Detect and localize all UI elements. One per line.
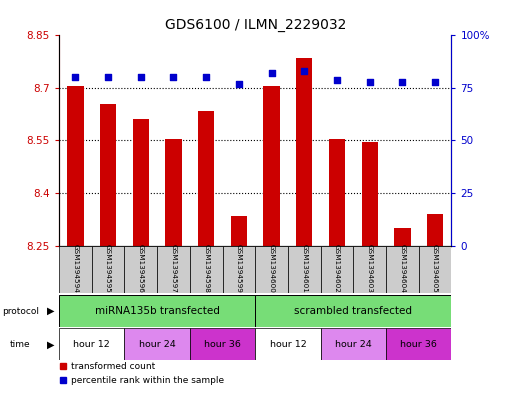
- Point: [431, 79, 439, 85]
- Bar: [198, 111, 214, 246]
- Text: GSM1394603: GSM1394603: [367, 244, 372, 293]
- Bar: [386, 246, 419, 293]
- Bar: [255, 246, 288, 293]
- Bar: [255, 328, 321, 360]
- Text: ▶: ▶: [47, 339, 55, 349]
- Text: GSM1394604: GSM1394604: [400, 244, 405, 293]
- Text: hour 12: hour 12: [73, 340, 110, 349]
- Point: [104, 74, 112, 81]
- Bar: [59, 246, 92, 293]
- Text: protocol: protocol: [3, 307, 40, 316]
- Text: hour 12: hour 12: [269, 340, 306, 349]
- Bar: [67, 86, 84, 246]
- Text: hour 36: hour 36: [400, 340, 437, 349]
- Text: hour 36: hour 36: [204, 340, 241, 349]
- Bar: [255, 295, 451, 327]
- Bar: [427, 214, 443, 246]
- Point: [235, 81, 243, 87]
- Text: ▶: ▶: [47, 306, 55, 316]
- Text: GSM1394602: GSM1394602: [334, 244, 340, 293]
- Bar: [100, 104, 116, 246]
- Text: GSM1394601: GSM1394601: [301, 244, 307, 293]
- Text: GSM1394594: GSM1394594: [72, 244, 78, 293]
- Bar: [321, 246, 353, 293]
- Point: [136, 74, 145, 81]
- Text: GSM1394600: GSM1394600: [269, 244, 274, 293]
- Bar: [353, 246, 386, 293]
- Bar: [394, 228, 410, 246]
- Text: hour 24: hour 24: [139, 340, 175, 349]
- Bar: [190, 246, 223, 293]
- Point: [300, 68, 308, 74]
- Point: [71, 74, 80, 81]
- Bar: [329, 139, 345, 246]
- Bar: [92, 246, 125, 293]
- Text: hour 24: hour 24: [335, 340, 372, 349]
- Point: [366, 79, 374, 85]
- Point: [398, 79, 406, 85]
- Bar: [157, 246, 190, 293]
- Bar: [386, 328, 451, 360]
- Bar: [132, 119, 149, 246]
- Bar: [124, 246, 157, 293]
- Text: GSM1394595: GSM1394595: [105, 244, 111, 293]
- Title: GDS6100 / ILMN_2229032: GDS6100 / ILMN_2229032: [165, 18, 346, 31]
- Bar: [296, 58, 312, 246]
- Bar: [362, 142, 378, 246]
- Text: time: time: [9, 340, 30, 349]
- Point: [267, 70, 275, 76]
- Point: [333, 76, 341, 83]
- Bar: [419, 246, 451, 293]
- Bar: [321, 328, 386, 360]
- Text: GSM1394597: GSM1394597: [170, 244, 176, 293]
- Point: [169, 74, 177, 81]
- Text: GSM1394598: GSM1394598: [203, 244, 209, 293]
- Bar: [263, 86, 280, 246]
- Bar: [165, 139, 182, 246]
- Bar: [223, 246, 255, 293]
- Text: GSM1394605: GSM1394605: [432, 244, 438, 293]
- Text: miRNA135b transfected: miRNA135b transfected: [95, 306, 220, 316]
- Bar: [190, 328, 255, 360]
- Bar: [288, 246, 321, 293]
- Point: [202, 74, 210, 81]
- Bar: [59, 295, 255, 327]
- Text: GSM1394599: GSM1394599: [236, 244, 242, 293]
- Text: scrambled transfected: scrambled transfected: [294, 306, 412, 316]
- Legend: transformed count, percentile rank within the sample: transformed count, percentile rank withi…: [56, 359, 228, 389]
- Bar: [124, 328, 190, 360]
- Bar: [231, 216, 247, 246]
- Text: GSM1394596: GSM1394596: [138, 244, 144, 293]
- Bar: [59, 328, 124, 360]
